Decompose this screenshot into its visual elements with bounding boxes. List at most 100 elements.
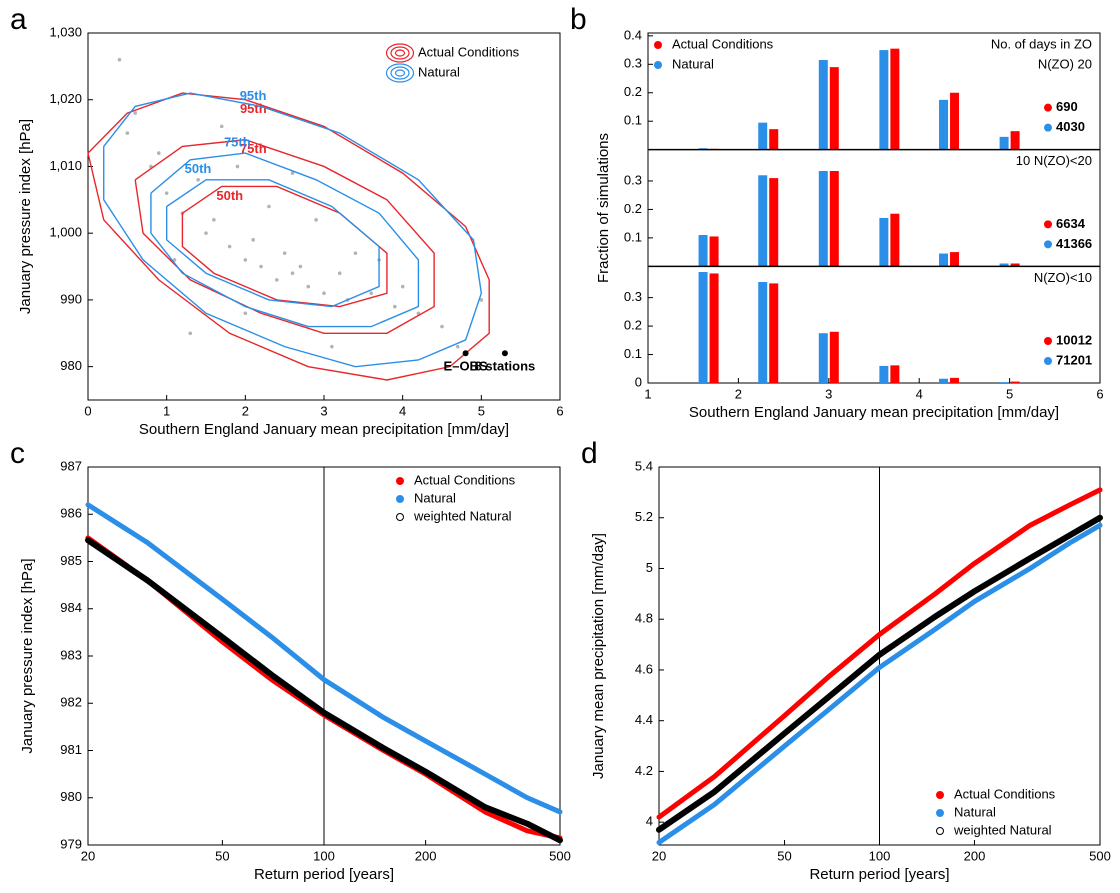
scatter-point: [235, 164, 240, 169]
bar: [999, 263, 1009, 267]
bar: [890, 48, 900, 150]
legend-swatch: [394, 49, 406, 57]
scatter-point: [282, 251, 287, 255]
y-axis-label: January pressure index [hPa]: [17, 119, 34, 314]
scatter-point: [400, 284, 405, 289]
y-tick-label: 5.4: [635, 458, 653, 473]
scatter-point: [117, 57, 122, 62]
bar: [829, 67, 839, 150]
y-tick-label: 990: [60, 291, 82, 306]
scatter-point: [212, 218, 216, 222]
count-label: 6634: [1056, 216, 1086, 231]
bar: [769, 283, 779, 383]
bar: [709, 273, 719, 383]
bar: [939, 99, 949, 150]
count-label: 41366: [1056, 236, 1092, 251]
bar: [698, 235, 708, 267]
scatter-point: [330, 344, 334, 349]
y-tick-label: 4: [646, 814, 653, 829]
scatter-point: [337, 271, 342, 276]
bar: [1010, 263, 1020, 267]
y-tick-label: 0: [635, 374, 642, 389]
x-axis-label: Southern England January mean precipitat…: [139, 421, 509, 438]
y-tick-label: 5.2: [635, 509, 653, 524]
legend-swatch: [390, 46, 410, 60]
y-tick-label: 0.4: [624, 27, 642, 42]
contour: [181, 185, 388, 308]
x-tick-label: 5: [1006, 386, 1013, 401]
bar: [829, 331, 839, 383]
bar: [769, 129, 779, 150]
count-label: 690: [1056, 99, 1078, 114]
y-tick-label: 0.2: [624, 201, 642, 216]
x-tick-label: 6: [556, 403, 563, 418]
bar: [939, 378, 949, 383]
bar: [818, 60, 828, 150]
bar: [939, 253, 949, 267]
y-tick-label: 983: [60, 647, 82, 662]
bar: [890, 213, 900, 267]
x-tick-label: 6: [1096, 386, 1103, 401]
legend-swatch: [385, 63, 415, 83]
y-axis-label: Fraction of simulations: [595, 133, 612, 283]
observation-point: [501, 350, 508, 357]
contour: [150, 152, 420, 328]
bar: [709, 236, 719, 267]
contour: [134, 139, 435, 334]
panel-label: a: [10, 3, 27, 36]
bar: [758, 281, 768, 383]
y-tick-label: 986: [60, 506, 82, 521]
y-tick-label: 4.8: [635, 611, 653, 626]
bar: [999, 382, 1009, 383]
y-tick-label: 1,000: [49, 225, 82, 240]
x-tick-label: 200: [964, 848, 986, 863]
count-marker: [1044, 220, 1052, 229]
scatter-point: [172, 258, 177, 262]
observation-label: 8 stations: [475, 359, 536, 374]
observation-label: E–OBS: [444, 359, 488, 374]
plot-frame: [647, 32, 1101, 384]
legend-swatch: [385, 43, 415, 63]
scatter-point: [393, 304, 397, 309]
y-tick-label: 0.1: [624, 113, 642, 128]
scatter-point: [196, 178, 200, 182]
contour-label: 95th: [240, 88, 267, 103]
y-tick-label: 982: [60, 695, 82, 710]
contour: [87, 92, 490, 381]
scatter-point: [275, 278, 279, 282]
legend-marker: [396, 513, 404, 521]
y-tick-label: 0.3: [624, 56, 642, 71]
legend-label: Natural: [954, 804, 996, 819]
legend-label: Actual Conditions: [672, 36, 774, 51]
legend-marker: [936, 809, 944, 817]
data-line: [656, 487, 1103, 820]
legend-swatch: [390, 66, 410, 80]
scatter-point: [479, 298, 484, 302]
panel-label: c: [10, 437, 25, 470]
count-label: 71201: [1056, 352, 1092, 367]
panel-annotation: N(ZO) 20: [1038, 56, 1092, 71]
x-tick-label: 4: [916, 386, 923, 401]
scatter-point: [188, 331, 193, 336]
data-line: [656, 522, 1103, 845]
legend-marker: [396, 477, 404, 485]
bar: [818, 333, 828, 383]
count-marker: [1044, 103, 1052, 112]
y-axis-label: January mean precipitation [mm/day]: [590, 533, 607, 779]
scatter-point: [227, 244, 232, 249]
contour-label: 95th: [240, 101, 267, 116]
x-tick-label: 3: [320, 403, 327, 418]
legend-label: Natural: [672, 56, 714, 71]
scatter-point: [157, 151, 161, 155]
y-tick-label: 0.1: [624, 346, 642, 361]
scatter-point: [204, 231, 208, 235]
scatter-point: [267, 204, 271, 209]
scatter-point: [440, 324, 444, 329]
y-tick-label: 980: [60, 789, 82, 804]
x-tick-label: 50: [215, 848, 229, 863]
scatter-point: [306, 284, 311, 289]
bar: [999, 136, 1009, 150]
y-tick-label: 1,020: [49, 91, 82, 106]
x-tick-label: 2: [242, 403, 249, 418]
